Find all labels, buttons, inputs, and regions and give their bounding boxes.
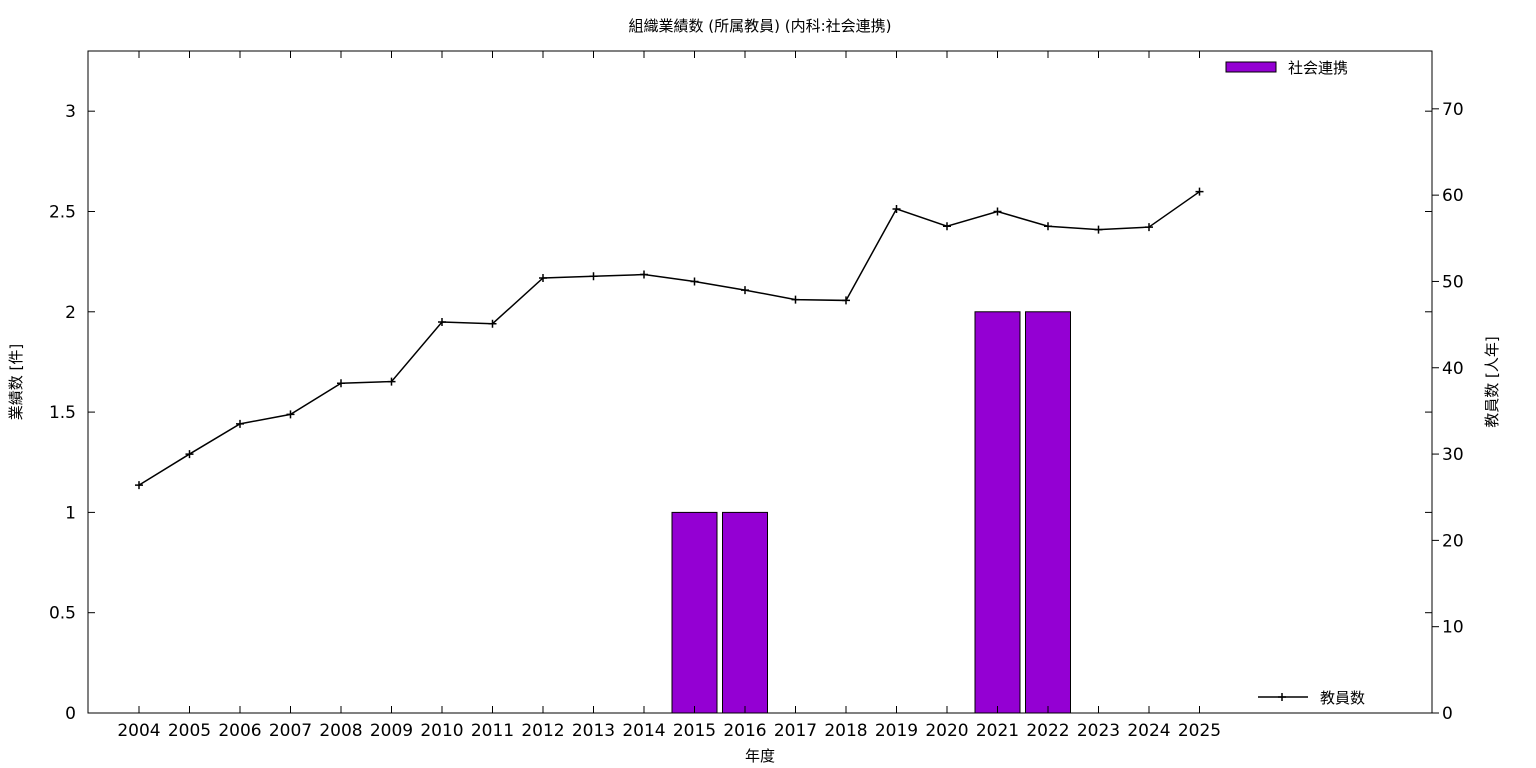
point-2021 bbox=[993, 207, 1002, 216]
y-tick-label: 0.5 bbox=[49, 604, 76, 624]
point-2004 bbox=[135, 481, 143, 490]
x-tick-label: 2005 bbox=[168, 721, 211, 741]
x-axis-title: 年度 bbox=[745, 747, 775, 765]
bar-2016 bbox=[722, 511, 768, 714]
y2-tick-label: 30 bbox=[1442, 445, 1464, 465]
y2-tick-label: 60 bbox=[1442, 186, 1464, 206]
point-2023 bbox=[1094, 225, 1103, 234]
line-layer bbox=[135, 187, 1204, 490]
y2-tick-label: 70 bbox=[1442, 100, 1464, 120]
point-2010 bbox=[438, 318, 446, 327]
legend-bars: 社会連携 bbox=[1225, 59, 1348, 77]
y2-tick-label: 20 bbox=[1442, 531, 1464, 551]
point-2018 bbox=[842, 296, 850, 305]
point-2011 bbox=[488, 319, 497, 328]
x-tick-label: 2009 bbox=[370, 721, 413, 741]
bar-2022 bbox=[1025, 311, 1071, 714]
point-2009 bbox=[387, 377, 396, 386]
point-2013 bbox=[589, 272, 598, 281]
point-2017 bbox=[791, 295, 800, 304]
chart-title: 組織業績数 (所属教員) (内科:社会連携) bbox=[629, 17, 892, 35]
line-series-faculty bbox=[138, 191, 1200, 486]
y-tick-label: 1 bbox=[65, 503, 76, 523]
x-tick-label: 2022 bbox=[1026, 721, 1069, 741]
legend-line-marker bbox=[1278, 693, 1286, 701]
x-tick-label: 2018 bbox=[824, 721, 867, 741]
y-tick-label: 3 bbox=[65, 102, 76, 122]
bars-layer bbox=[671, 311, 1071, 714]
x-tick-label: 2024 bbox=[1127, 721, 1170, 741]
x-tick-label: 2012 bbox=[521, 721, 564, 741]
point-2020 bbox=[943, 222, 951, 231]
y-tick-label: 2 bbox=[65, 303, 76, 323]
point-2006 bbox=[236, 419, 244, 428]
x-tick-label: 2021 bbox=[976, 721, 1019, 741]
legend-line: 教員数 bbox=[1258, 689, 1365, 707]
x-tick-label: 2013 bbox=[572, 721, 615, 741]
x-tick-label: 2016 bbox=[723, 721, 766, 741]
point-2007 bbox=[286, 410, 295, 419]
x-tick-label: 2017 bbox=[774, 721, 817, 741]
legend-line-label: 教員数 bbox=[1320, 689, 1365, 707]
x-tick-label: 2006 bbox=[218, 721, 261, 741]
x-tick-label: 2025 bbox=[1178, 721, 1221, 741]
x-tick-label: 2004 bbox=[117, 721, 160, 741]
x-tick-label: 2008 bbox=[319, 721, 362, 741]
x-tick-label: 2010 bbox=[420, 721, 463, 741]
y-tick-label: 1.5 bbox=[49, 403, 76, 423]
y2-tick-label: 10 bbox=[1442, 618, 1464, 638]
y-tick-label: 2.5 bbox=[49, 202, 76, 222]
point-2016 bbox=[741, 286, 749, 295]
point-2024 bbox=[1145, 223, 1153, 232]
x-tick-label: 2023 bbox=[1077, 721, 1120, 741]
y-axis-title: 業績数 [件] bbox=[7, 344, 25, 420]
legend-bar-swatch bbox=[1225, 61, 1277, 73]
y2-tick-label: 0 bbox=[1442, 704, 1453, 724]
point-2025 bbox=[1195, 187, 1204, 196]
x-tick-label: 2007 bbox=[269, 721, 312, 741]
bar-2021 bbox=[974, 311, 1021, 714]
point-2012 bbox=[539, 273, 547, 282]
y2-tick-label: 50 bbox=[1442, 272, 1464, 292]
bar-2015 bbox=[671, 511, 718, 714]
y2-tick-label: 40 bbox=[1442, 359, 1464, 379]
x-tick-label: 2015 bbox=[673, 721, 716, 741]
y-tick-label: 0 bbox=[65, 704, 76, 724]
x-tick-label: 2019 bbox=[875, 721, 918, 741]
x-tick-label: 2014 bbox=[622, 721, 665, 741]
legend-bar-label: 社会連携 bbox=[1288, 59, 1348, 77]
plot-frame bbox=[87, 50, 1433, 714]
point-2022 bbox=[1044, 222, 1052, 231]
x-tick-label: 2011 bbox=[471, 721, 514, 741]
point-2005 bbox=[185, 450, 194, 459]
point-2014 bbox=[640, 270, 648, 279]
y2-axis-title: 教員数 [人年] bbox=[1483, 336, 1501, 427]
point-2008 bbox=[337, 379, 345, 388]
point-2015 bbox=[690, 277, 699, 286]
x-tick-label: 2020 bbox=[925, 721, 968, 741]
point-2019 bbox=[892, 204, 901, 213]
